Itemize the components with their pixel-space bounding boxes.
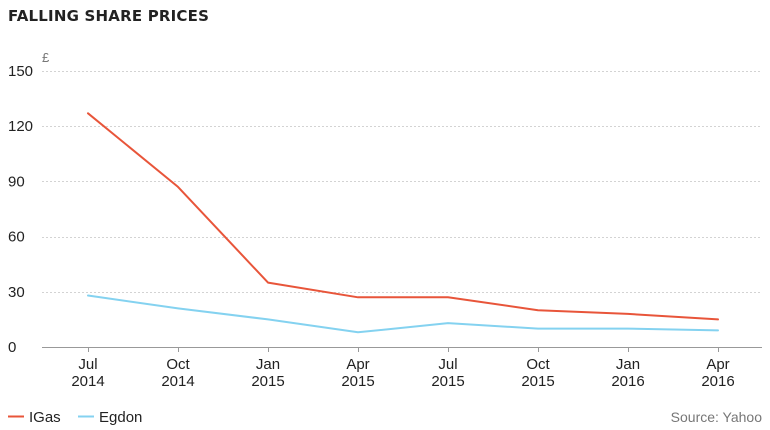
y-unit-label: £ bbox=[42, 50, 50, 65]
legend-label: Egdon bbox=[99, 409, 142, 426]
x-tick-label-year: 2015 bbox=[521, 373, 554, 390]
y-tick-label: 0 bbox=[8, 339, 16, 356]
source-note: Source: Yahoo bbox=[671, 409, 763, 425]
x-axis-ticks: Jul2014Oct2014Jan2015Apr2015Jul2015Oct20… bbox=[71, 347, 735, 390]
x-tick-label-year: 2015 bbox=[431, 373, 464, 390]
y-axis-ticks: 0 30 60 90 120 150 bbox=[8, 63, 33, 356]
x-tick-label-year: 2015 bbox=[251, 373, 284, 390]
x-tick-label-month: Jan bbox=[616, 356, 640, 373]
x-tick-label-year: 2016 bbox=[611, 373, 644, 390]
x-tick-label-month: Apr bbox=[706, 356, 729, 373]
x-tick-label-month: Jul bbox=[78, 356, 97, 373]
series-line-egdon bbox=[87, 294, 719, 334]
x-tick-label-month: Oct bbox=[166, 356, 190, 373]
x-tick-label-month: Jan bbox=[256, 356, 280, 373]
legend: IGas Egdon bbox=[8, 409, 142, 426]
y-tick-label: 90 bbox=[8, 173, 25, 190]
x-tick-label-month: Oct bbox=[526, 356, 550, 373]
x-tick-label-year: 2014 bbox=[71, 373, 104, 390]
x-tick-label-year: 2016 bbox=[701, 373, 734, 390]
x-tick-label-month: Jul bbox=[438, 356, 457, 373]
legend-label: IGas bbox=[29, 409, 61, 426]
y-tick-label: 30 bbox=[8, 284, 25, 301]
y-tick-label: 150 bbox=[8, 63, 33, 80]
x-tick-label-month: Apr bbox=[346, 356, 369, 373]
y-tick-label: 120 bbox=[8, 118, 33, 135]
x-tick-label-year: 2014 bbox=[161, 373, 194, 390]
chart-title: FALLING SHARE PRICES bbox=[8, 7, 209, 25]
x-tick-label-year: 2015 bbox=[341, 373, 374, 390]
series-line-igas bbox=[87, 112, 719, 321]
y-tick-label: 60 bbox=[8, 229, 25, 246]
series-lines bbox=[87, 112, 719, 334]
gridlines bbox=[42, 71, 762, 293]
